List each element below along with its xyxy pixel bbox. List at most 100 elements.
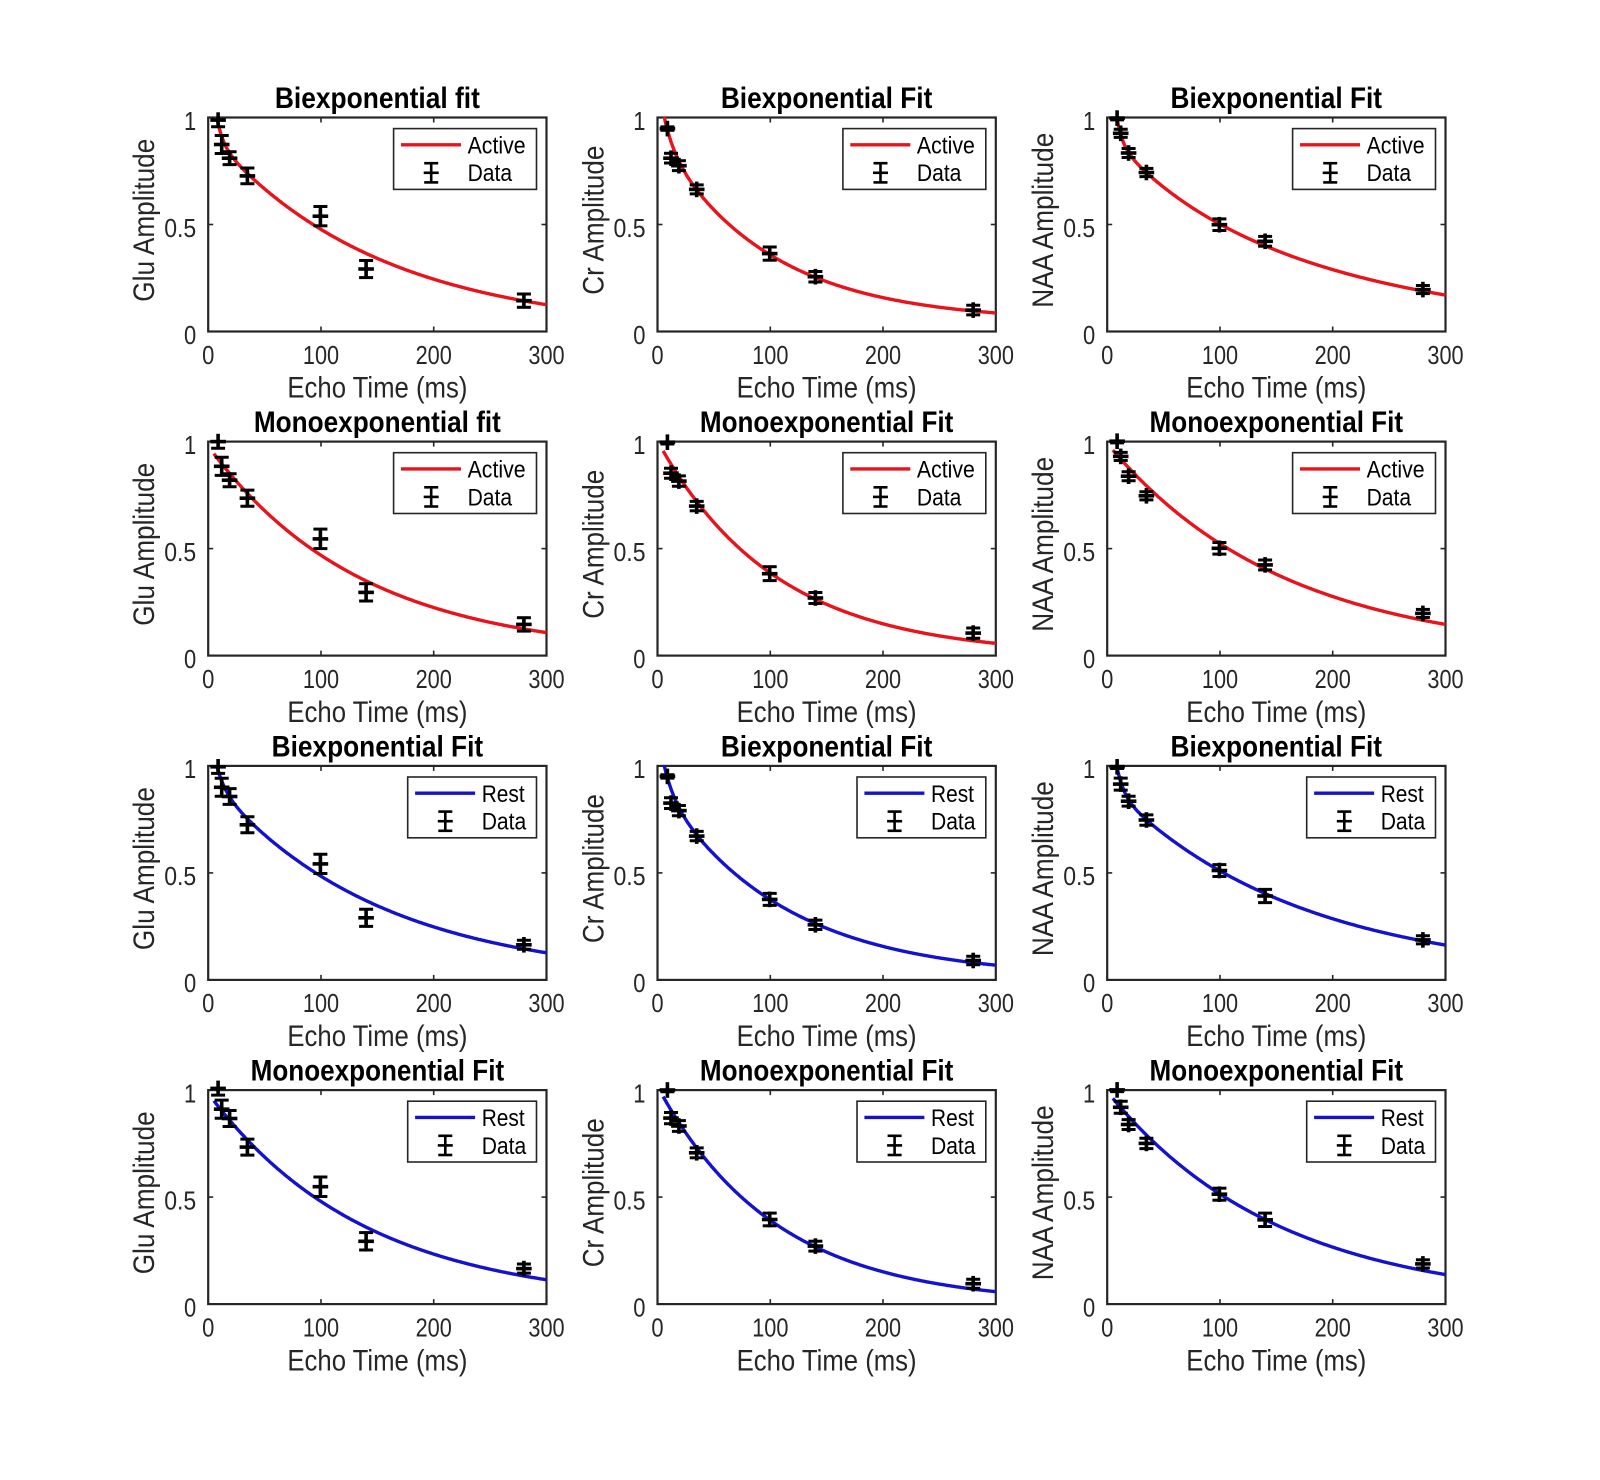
svg-text:1: 1 xyxy=(633,106,645,136)
svg-text:Echo Time (ms): Echo Time (ms) xyxy=(737,1344,917,1377)
svg-text:200: 200 xyxy=(865,664,901,694)
svg-text:100: 100 xyxy=(1202,340,1238,370)
svg-text:0: 0 xyxy=(1101,1312,1113,1342)
svg-text:200: 200 xyxy=(1315,988,1351,1018)
svg-text:200: 200 xyxy=(416,340,452,370)
svg-text:Data: Data xyxy=(468,484,513,511)
svg-text:1: 1 xyxy=(184,1078,196,1108)
svg-text:Rest: Rest xyxy=(931,781,974,808)
svg-text:0.5: 0.5 xyxy=(614,1185,646,1215)
svg-text:0.5: 0.5 xyxy=(164,1185,196,1215)
svg-text:300: 300 xyxy=(528,988,564,1018)
svg-text:0: 0 xyxy=(202,340,214,370)
svg-text:1: 1 xyxy=(633,754,645,784)
svg-text:100: 100 xyxy=(303,340,339,370)
svg-text:Echo Time (ms): Echo Time (ms) xyxy=(287,372,467,405)
svg-text:0: 0 xyxy=(1083,644,1095,674)
svg-text:0: 0 xyxy=(1101,988,1113,1018)
svg-text:300: 300 xyxy=(978,664,1014,694)
svg-text:Glu Amplitude: Glu Amplitude xyxy=(128,463,161,626)
svg-text:Biexponential Fit: Biexponential Fit xyxy=(1171,730,1383,763)
svg-text:0.5: 0.5 xyxy=(164,537,196,567)
svg-text:100: 100 xyxy=(303,664,339,694)
svg-text:300: 300 xyxy=(978,988,1014,1018)
svg-text:1: 1 xyxy=(1083,754,1095,784)
svg-text:Data: Data xyxy=(1367,160,1412,187)
svg-text:100: 100 xyxy=(1202,1312,1238,1342)
svg-text:0: 0 xyxy=(633,1292,645,1322)
svg-text:0: 0 xyxy=(202,988,214,1018)
svg-text:300: 300 xyxy=(1427,1312,1463,1342)
svg-text:Cr Amplitude: Cr Amplitude xyxy=(578,794,611,943)
svg-text:0: 0 xyxy=(1101,340,1113,370)
svg-text:0: 0 xyxy=(202,664,214,694)
svg-text:NAA Amplitude: NAA Amplitude xyxy=(1027,1105,1060,1280)
svg-text:Monoexponential Fit: Monoexponential Fit xyxy=(251,1055,505,1088)
svg-text:Active: Active xyxy=(1367,133,1425,160)
svg-text:200: 200 xyxy=(865,988,901,1018)
svg-text:200: 200 xyxy=(416,1312,452,1342)
svg-text:0.5: 0.5 xyxy=(1063,537,1095,567)
svg-text:Active: Active xyxy=(1367,457,1425,484)
svg-text:0: 0 xyxy=(1083,968,1095,998)
svg-text:Echo Time (ms): Echo Time (ms) xyxy=(737,1020,917,1053)
svg-text:100: 100 xyxy=(303,1312,339,1342)
svg-text:300: 300 xyxy=(1427,340,1463,370)
svg-text:Data: Data xyxy=(931,1133,976,1160)
svg-text:Biexponential Fit: Biexponential Fit xyxy=(272,730,484,763)
svg-text:0: 0 xyxy=(202,1312,214,1342)
svg-text:100: 100 xyxy=(752,340,788,370)
svg-text:0: 0 xyxy=(184,644,196,674)
svg-text:300: 300 xyxy=(978,1312,1014,1342)
svg-text:Glu Amplitude: Glu Amplitude xyxy=(128,1111,161,1274)
svg-text:0: 0 xyxy=(1083,320,1095,350)
svg-text:100: 100 xyxy=(752,1312,788,1342)
svg-text:0.5: 0.5 xyxy=(1063,213,1095,243)
svg-text:1: 1 xyxy=(1083,106,1095,136)
svg-text:200: 200 xyxy=(1315,1312,1351,1342)
svg-text:Monoexponential Fit: Monoexponential Fit xyxy=(700,1055,954,1088)
svg-text:300: 300 xyxy=(528,1312,564,1342)
svg-text:0: 0 xyxy=(1083,1292,1095,1322)
svg-text:Echo Time (ms): Echo Time (ms) xyxy=(737,372,917,405)
svg-text:0.5: 0.5 xyxy=(614,537,646,567)
svg-text:NAA Amplitude: NAA Amplitude xyxy=(1027,781,1060,956)
svg-text:Monoexponential Fit: Monoexponential Fit xyxy=(1150,406,1404,439)
svg-text:Glu Amplitude: Glu Amplitude xyxy=(128,787,161,950)
svg-text:Rest: Rest xyxy=(482,781,525,808)
svg-text:0: 0 xyxy=(651,1312,663,1342)
svg-text:1: 1 xyxy=(633,430,645,460)
svg-text:1: 1 xyxy=(1083,1078,1095,1108)
svg-text:Data: Data xyxy=(1381,1133,1426,1160)
svg-text:300: 300 xyxy=(1427,664,1463,694)
svg-text:200: 200 xyxy=(416,988,452,1018)
svg-text:Active: Active xyxy=(468,133,526,160)
svg-text:Echo Time (ms): Echo Time (ms) xyxy=(1186,696,1366,729)
svg-text:300: 300 xyxy=(528,340,564,370)
svg-text:Echo Time (ms): Echo Time (ms) xyxy=(1186,372,1366,405)
svg-text:Data: Data xyxy=(482,1133,527,1160)
svg-text:NAA Amplitude: NAA Amplitude xyxy=(1027,457,1060,632)
svg-text:0.5: 0.5 xyxy=(614,861,646,891)
svg-text:Cr Amplitude: Cr Amplitude xyxy=(578,1118,611,1267)
svg-text:Data: Data xyxy=(482,809,527,836)
svg-text:0.5: 0.5 xyxy=(164,213,196,243)
svg-text:Monoexponential Fit: Monoexponential Fit xyxy=(700,406,954,439)
svg-text:Cr Amplitude: Cr Amplitude xyxy=(578,146,611,295)
svg-text:300: 300 xyxy=(1427,988,1463,1018)
svg-text:0: 0 xyxy=(1101,664,1113,694)
svg-text:Data: Data xyxy=(917,484,962,511)
svg-text:Biexponential fit: Biexponential fit xyxy=(275,82,480,115)
svg-text:Echo Time (ms): Echo Time (ms) xyxy=(287,696,467,729)
svg-text:200: 200 xyxy=(865,1312,901,1342)
svg-text:1: 1 xyxy=(1083,430,1095,460)
svg-text:100: 100 xyxy=(303,988,339,1018)
svg-text:0: 0 xyxy=(651,664,663,694)
svg-text:0: 0 xyxy=(633,968,645,998)
svg-text:Biexponential Fit: Biexponential Fit xyxy=(721,730,933,763)
svg-text:200: 200 xyxy=(416,664,452,694)
svg-text:Monoexponential fit: Monoexponential fit xyxy=(254,406,501,439)
svg-text:Monoexponential Fit: Monoexponential Fit xyxy=(1150,1055,1404,1088)
svg-text:Glu Amplitude: Glu Amplitude xyxy=(128,139,161,302)
svg-text:0: 0 xyxy=(184,968,196,998)
